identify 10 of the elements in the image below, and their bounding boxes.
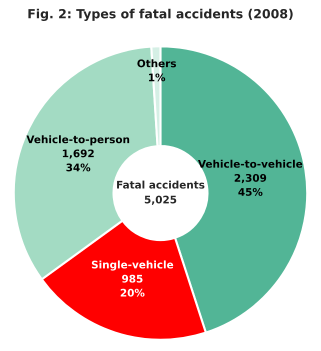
slice-label: Others bbox=[137, 59, 176, 68]
chart-title: Fig. 2: Types of fatal accidents (2008) bbox=[28, 8, 293, 21]
slice-label: Single-vehicle bbox=[92, 260, 174, 271]
data-label: 2,309 45% bbox=[234, 174, 266, 196]
data-label: 985 20% bbox=[120, 274, 145, 297]
slice-label: Vehicle-to-person bbox=[26, 135, 130, 146]
data-label: 1,692 34% bbox=[62, 149, 94, 172]
text: Fatal accidents 5,025 bbox=[117, 180, 204, 205]
slice-label: Vehicle-to-vehicle bbox=[198, 160, 302, 168]
data-label: 1% bbox=[149, 73, 166, 82]
